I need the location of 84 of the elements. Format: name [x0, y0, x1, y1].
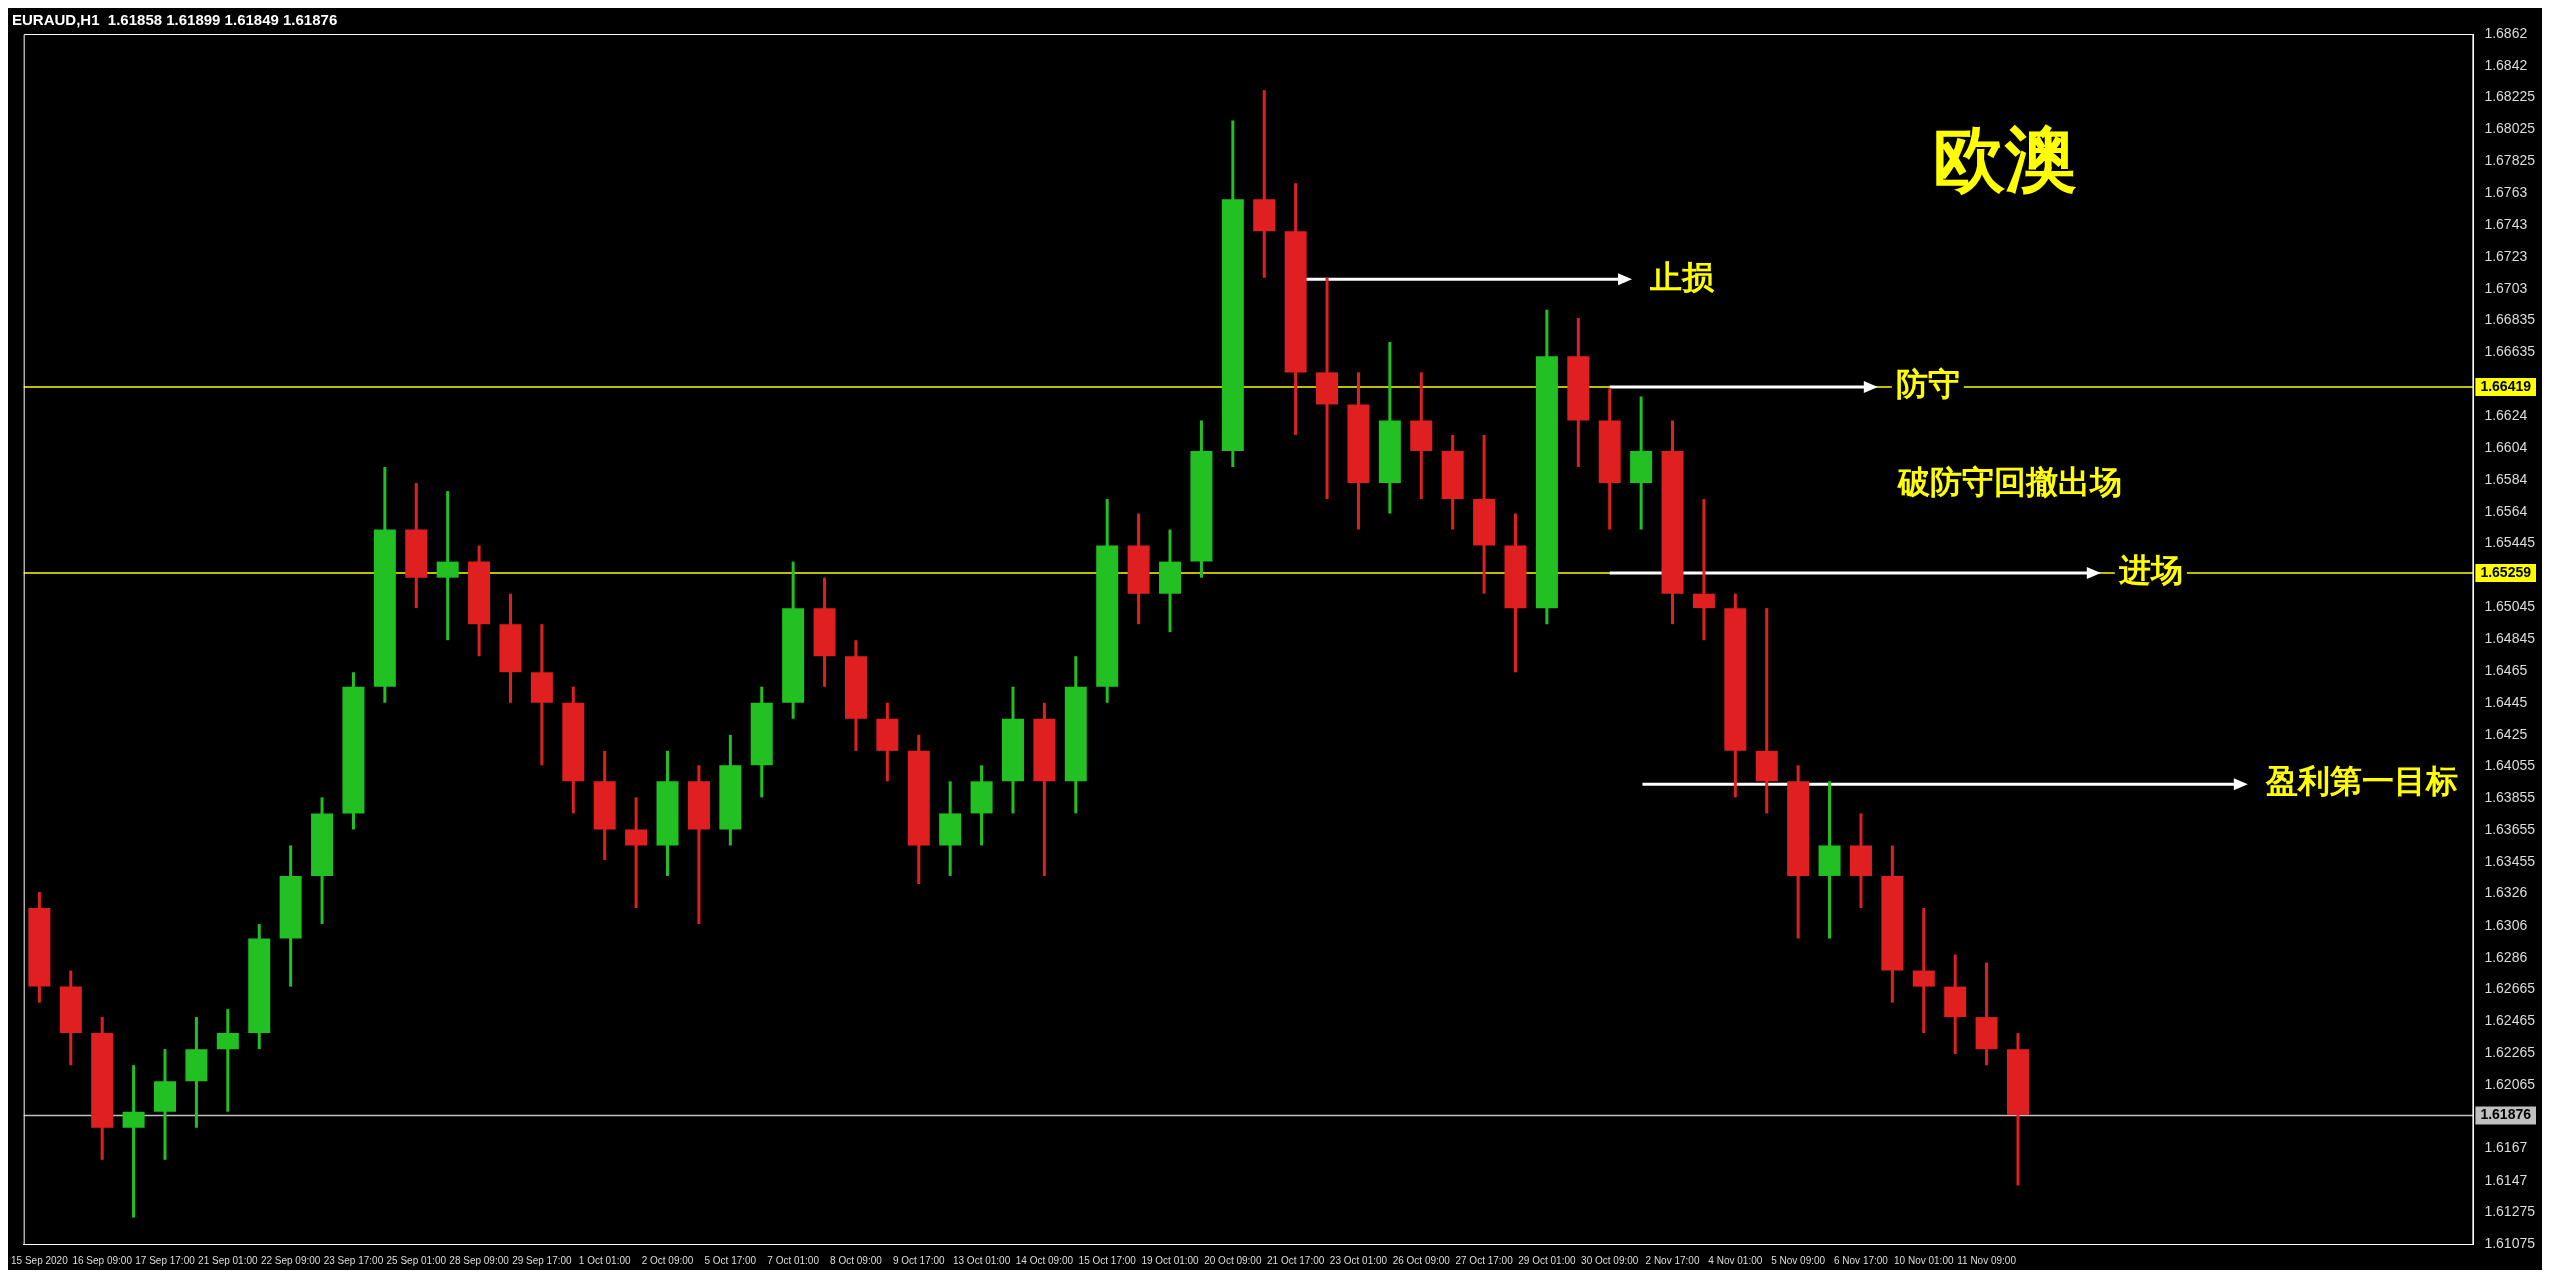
y-tick-label: 1.6862 [2484, 24, 2528, 41]
y-tick-label: 1.66835 [2484, 311, 2536, 328]
y-tick-label: 1.68225 [2484, 88, 2536, 105]
x-tick-label: 10 Nov 01:00 [1894, 1254, 1954, 1266]
x-tick-label: 15 Oct 17:00 [1078, 1254, 1137, 1266]
x-tick-label: 26 Oct 09:00 [1392, 1254, 1451, 1266]
y-tick-label: 1.6465 [2484, 661, 2528, 678]
ref-line-label: 1.65259 [2480, 563, 2532, 580]
x-tick-label: 5 Oct 17:00 [704, 1254, 757, 1266]
x-tick-label: 11 Nov 09:00 [1957, 1254, 2017, 1266]
x-tick-label: 17 Sep 17:00 [135, 1254, 196, 1266]
y-tick-label: 1.6147 [2484, 1171, 2528, 1188]
x-tick-label: 14 Oct 09:00 [1015, 1254, 1074, 1266]
x-tick-label: 30 Oct 09:00 [1581, 1254, 1639, 1266]
x-tick-label: 7 Oct 01:00 [767, 1254, 820, 1266]
annotation: 防守 [1895, 365, 1960, 404]
y-tick-label: 1.6167 [2484, 1139, 2528, 1156]
x-tick-label: 6 Nov 17:00 [1834, 1254, 1889, 1266]
x-tick-label: 2 Nov 17:00 [1645, 1254, 1700, 1266]
y-tick-label: 1.62065 [2484, 1076, 2536, 1093]
y-tick-label: 1.6564 [2484, 502, 2528, 519]
x-tick-label: 16 Sep 09:00 [72, 1254, 133, 1266]
ref-line-label: 1.61876 [2480, 1106, 2532, 1123]
candlestick [216, 1009, 239, 1112]
candlestick [122, 1065, 145, 1218]
y-tick-label: 1.62265 [2484, 1044, 2536, 1061]
x-tick-label: 21 Oct 17:00 [1267, 1254, 1325, 1266]
y-tick-label: 1.68025 [2484, 120, 2536, 137]
y-tick-label: 1.64845 [2484, 630, 2536, 647]
y-tick-label: 1.62465 [2484, 1011, 2536, 1028]
x-tick-label: 27 Oct 17:00 [1455, 1254, 1514, 1266]
x-tick-label: 29 Sep 17:00 [512, 1254, 573, 1266]
x-tick-label: 21 Sep 01:00 [198, 1254, 259, 1266]
y-tick-label: 1.6723 [2484, 247, 2528, 264]
x-tick-label: 13 Oct 01:00 [952, 1254, 1011, 1266]
y-tick-label: 1.62665 [2484, 979, 2536, 996]
y-tick-label: 1.6624 [2484, 406, 2528, 423]
y-tick-label: 1.6306 [2484, 916, 2528, 933]
x-tick-label: 23 Sep 17:00 [323, 1254, 384, 1266]
chart-title: EURAUD,H1 1.61858 1.61899 1.61849 1.61876 [12, 11, 338, 29]
y-tick-label: 1.64055 [2484, 756, 2536, 773]
y-tick-label: 1.6425 [2484, 725, 2528, 742]
annotation: 进场 [2117, 551, 2183, 590]
annotation: 欧澳 [1932, 117, 2077, 202]
ref-line-label: 1.66419 [2480, 377, 2532, 394]
x-tick-label: 19 Oct 01:00 [1141, 1254, 1200, 1266]
y-tick-label: 1.6584 [2484, 470, 2528, 487]
x-tick-label: 20 Oct 09:00 [1204, 1254, 1262, 1266]
annotation: 盈利第一目标 [2264, 762, 2458, 801]
y-tick-label: 1.61275 [2484, 1202, 2536, 1219]
x-tick-label: 4 Nov 01:00 [1708, 1254, 1763, 1266]
y-tick-label: 1.63855 [2484, 789, 2536, 806]
y-tick-label: 1.6604 [2484, 438, 2528, 455]
candlestick [436, 491, 459, 642]
y-tick-label: 1.6326 [2484, 884, 2528, 901]
x-tick-label: 2 Oct 09:00 [641, 1254, 694, 1266]
x-tick-label: 25 Sep 01:00 [386, 1254, 447, 1266]
y-tick-label: 1.6842 [2484, 56, 2528, 73]
x-tick-label: 8 Oct 09:00 [830, 1254, 883, 1266]
y-tick-label: 1.6286 [2484, 948, 2528, 965]
candlestick [1692, 499, 1715, 642]
y-tick-label: 1.65445 [2484, 534, 2536, 551]
y-tick-label: 1.61075 [2484, 1234, 2536, 1251]
x-tick-label: 9 Oct 17:00 [892, 1254, 946, 1266]
x-tick-label: 29 Oct 01:00 [1518, 1254, 1576, 1266]
candlestick [1912, 908, 1935, 1035]
annotation: 止损 [1649, 257, 1716, 296]
x-tick-label: 28 Sep 09:00 [449, 1254, 510, 1266]
y-tick-label: 1.6743 [2484, 215, 2528, 232]
y-tick-label: 1.6445 [2484, 693, 2528, 710]
x-tick-label: 1 Oct 01:00 [578, 1254, 631, 1266]
y-tick-label: 1.6763 [2484, 183, 2528, 200]
y-tick-label: 1.6703 [2484, 279, 2528, 296]
annotation: 破防守回撤出场 [1896, 463, 2122, 502]
x-tick-label: 23 Oct 01:00 [1329, 1254, 1388, 1266]
y-tick-label: 1.66635 [2484, 343, 2536, 360]
y-tick-label: 1.63655 [2484, 821, 2536, 838]
y-tick-label: 1.65045 [2484, 598, 2536, 615]
y-tick-label: 1.67825 [2484, 152, 2536, 169]
candlestick [625, 797, 648, 909]
x-tick-label: 15 Sep 2020 [11, 1254, 69, 1266]
y-tick-label: 1.63455 [2484, 853, 2536, 870]
x-tick-label: 22 Sep 09:00 [260, 1254, 321, 1266]
x-tick-label: 5 Nov 09:00 [1771, 1254, 1826, 1266]
